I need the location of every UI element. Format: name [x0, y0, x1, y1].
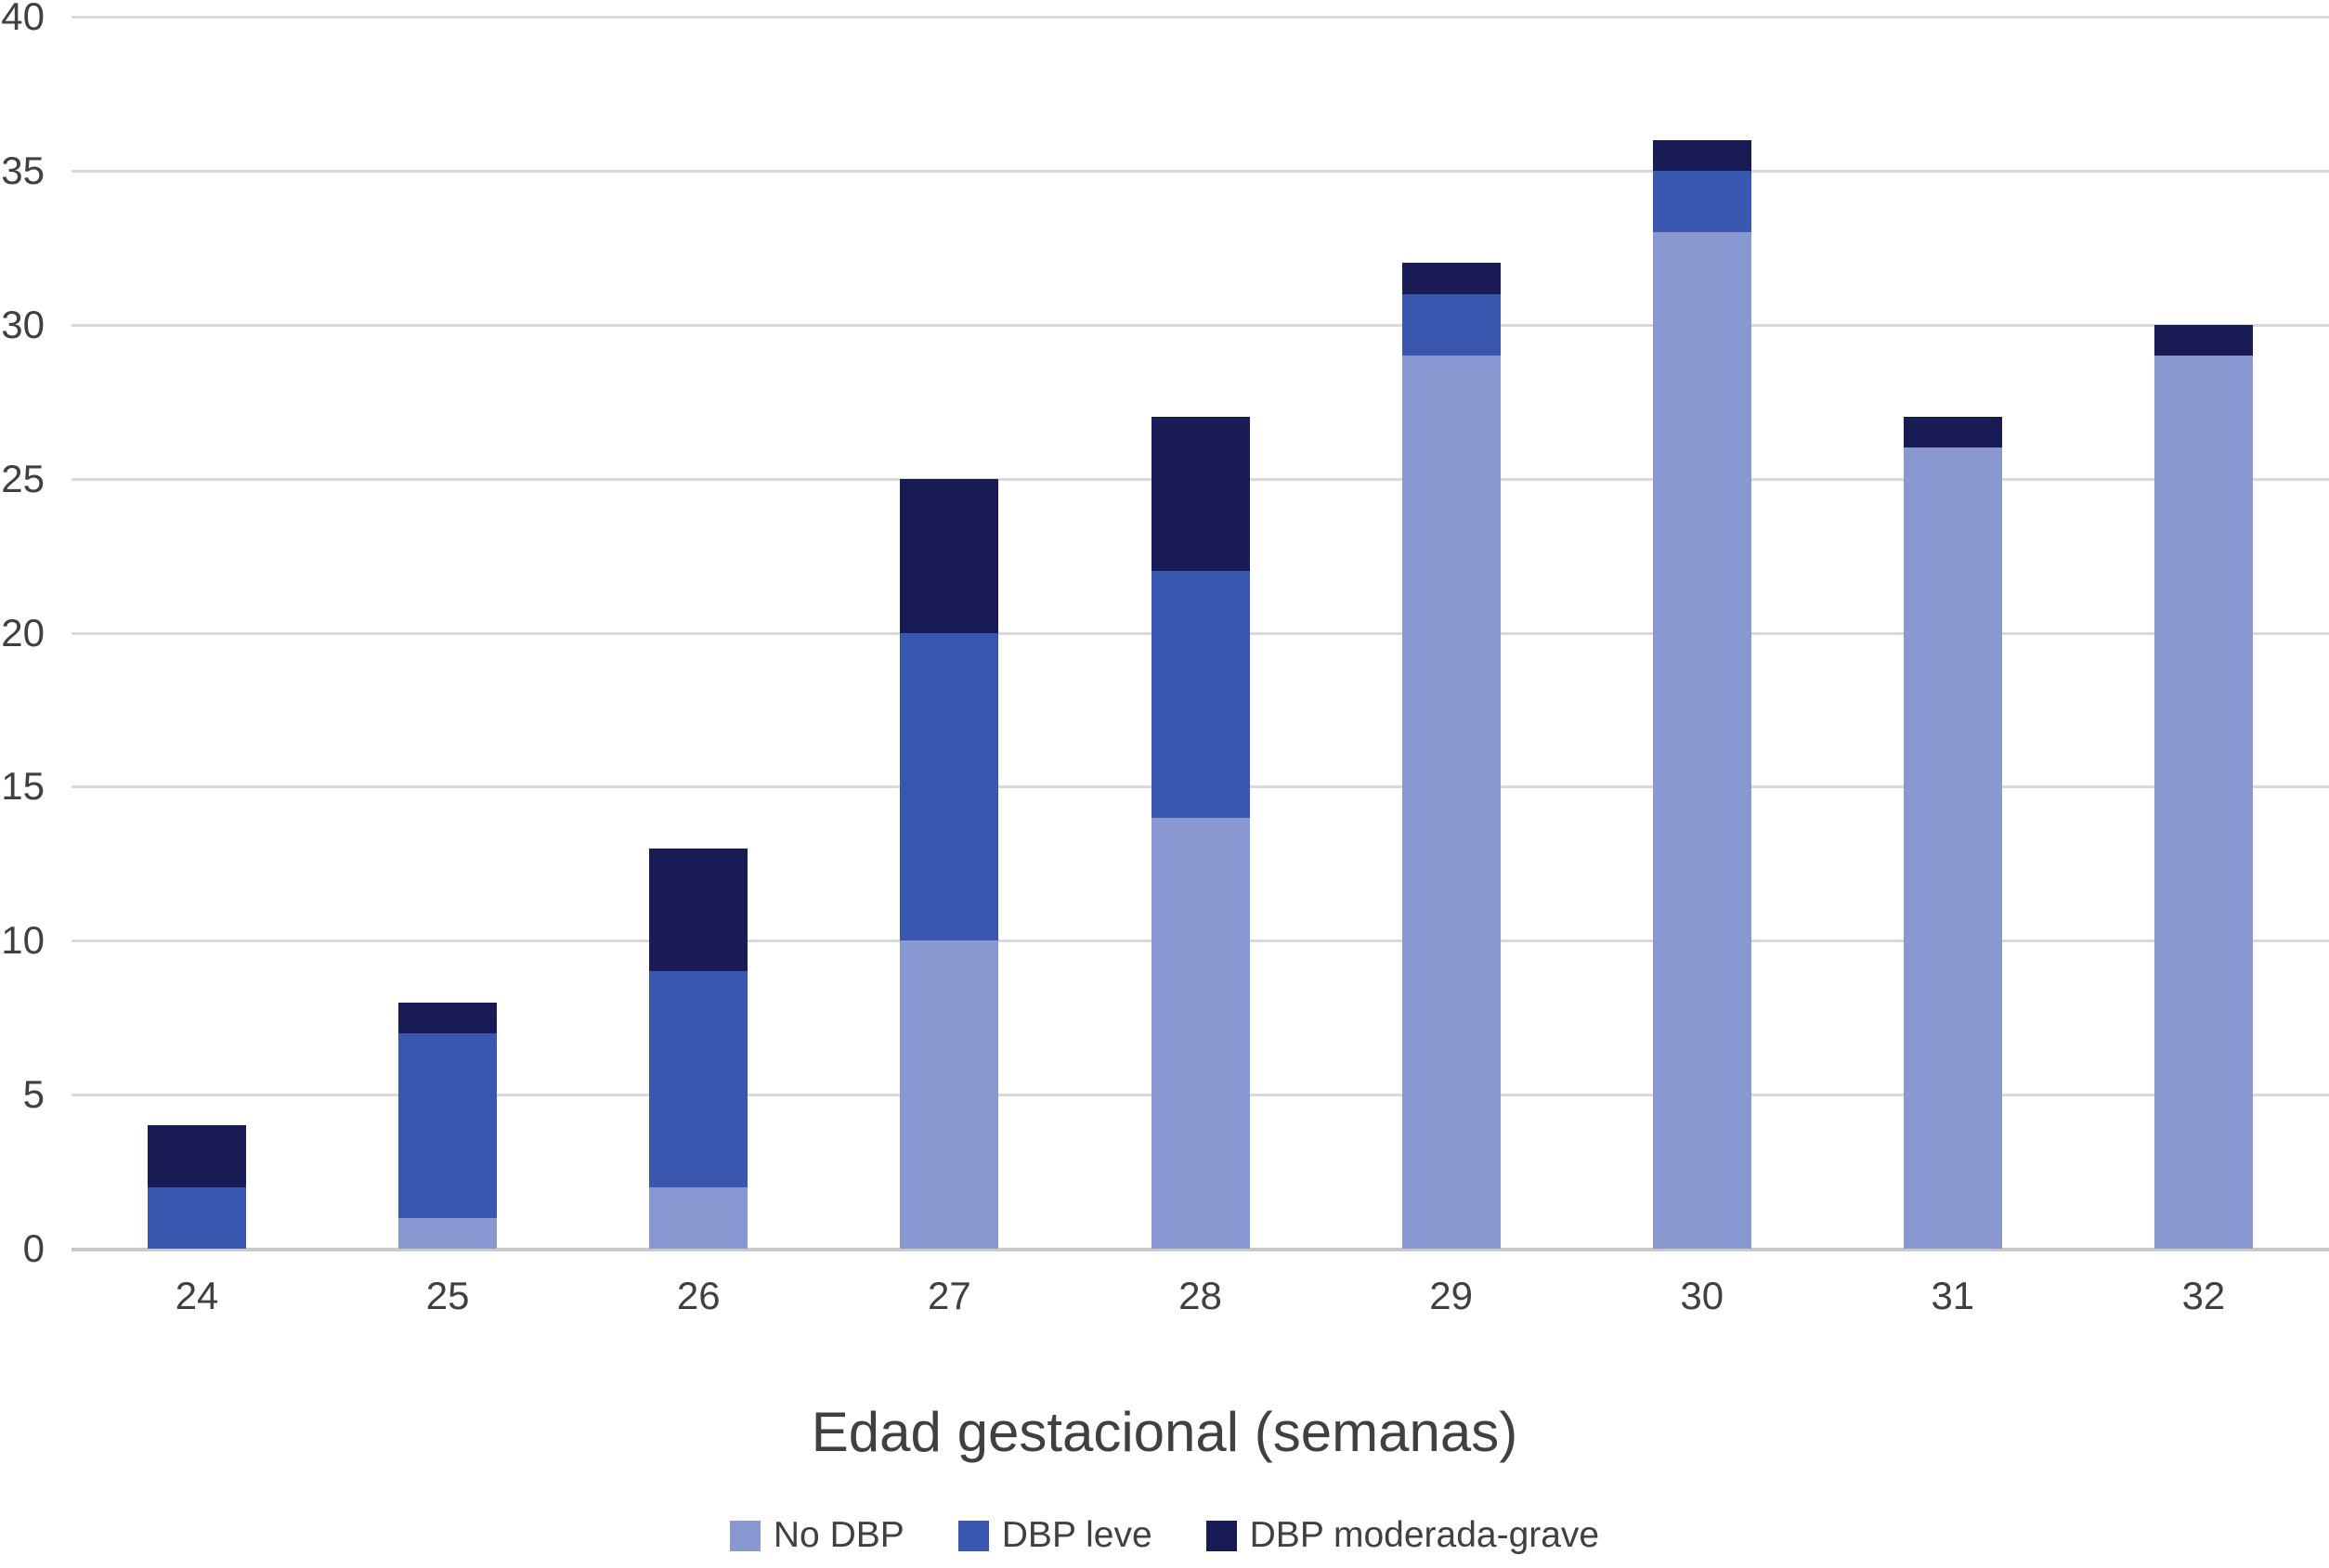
- bar-segment-29-no-dbp: [1401, 355, 1501, 1249]
- legend-label: DBP leve: [1001, 1515, 1152, 1555]
- x-tick-label-30: 30: [1680, 1274, 1724, 1317]
- y-tick-label-25: 25: [1, 456, 45, 500]
- y-tick-label-0: 0: [22, 1226, 45, 1270]
- bar-week-31: [1903, 417, 2002, 1249]
- x-tick-label-31: 31: [1931, 1274, 1975, 1317]
- bar-segment-26-no-dbp: [649, 1186, 748, 1249]
- y-tick-label-35: 35: [1, 148, 45, 192]
- bar-segment-30-dbp-moderada-grave: [1652, 139, 1751, 171]
- bar-segment-28-no-dbp: [1151, 817, 1250, 1249]
- bar-segment-31-dbp-moderada-grave: [1903, 417, 2002, 448]
- y-tick-label-20: 20: [1, 610, 45, 654]
- y-tick-label-10: 10: [1, 918, 45, 963]
- bar-week-24: [148, 1125, 247, 1249]
- y-tick-label-40: 40: [1, 0, 45, 38]
- bar-segment-24-dbp-moderada-grave: [148, 1125, 247, 1187]
- bar-week-28: [1151, 417, 1250, 1249]
- bar-week-27: [900, 478, 999, 1249]
- x-tick-label-27: 27: [928, 1274, 971, 1317]
- bar-segment-28-dbp-leve: [1151, 571, 1250, 818]
- x-tick-label-24: 24: [175, 1274, 219, 1317]
- bar-segment-26-dbp-moderada-grave: [649, 848, 748, 972]
- legend: No DBP DBP leve DBP moderada-grave: [0, 1516, 2329, 1555]
- x-tick-label-28: 28: [1178, 1274, 1222, 1317]
- bar-segment-26-dbp-leve: [649, 971, 748, 1187]
- bar-segment-29-dbp-leve: [1401, 293, 1501, 356]
- bar-segment-24-dbp-leve: [148, 1186, 247, 1249]
- gridline-40: [72, 16, 2329, 19]
- legend-label: No DBP: [773, 1515, 904, 1555]
- legend-swatch-icon: [1205, 1520, 1237, 1551]
- x-tick-label-29: 29: [1429, 1274, 1473, 1317]
- bar-segment-32-dbp-moderada-grave: [2153, 324, 2253, 356]
- bar-segment-27-dbp-moderada-grave: [900, 478, 999, 633]
- x-axis-line: [72, 1248, 2329, 1251]
- x-tick-label-25: 25: [425, 1274, 470, 1317]
- bar-segment-31-no-dbp: [1903, 447, 2002, 1249]
- bar-segment-25-no-dbp: [398, 1217, 498, 1249]
- bar-segment-25-dbp-leve: [398, 1032, 498, 1218]
- gridline-30: [72, 323, 2329, 327]
- bar-segment-29-dbp-moderada-grave: [1401, 263, 1501, 294]
- bar-segment-27-no-dbp: [900, 940, 999, 1249]
- bar-week-30: [1652, 139, 1751, 1249]
- legend-item-dbp-moderada-grave: DBP moderada-grave: [1205, 1515, 1600, 1555]
- bar-segment-30-no-dbp: [1652, 232, 1751, 1249]
- x-axis-title: Edad gestacional (semanas): [811, 1401, 1518, 1463]
- gridline-35: [72, 169, 2329, 173]
- y-tick-label-15: 15: [1, 764, 45, 809]
- legend-swatch-icon: [957, 1520, 989, 1551]
- y-tick-label-5: 5: [22, 1072, 45, 1117]
- bar-segment-28-dbp-moderada-grave: [1151, 417, 1250, 572]
- legend-swatch-icon: [729, 1520, 761, 1551]
- legend-item-dbp-leve: DBP leve: [957, 1515, 1152, 1555]
- bar-week-32: [2153, 324, 2253, 1249]
- legend-item-no-dbp: No DBP: [729, 1515, 904, 1555]
- bar-week-29: [1401, 263, 1501, 1249]
- bar-segment-27-dbp-leve: [900, 632, 999, 941]
- x-tick-label-26: 26: [676, 1274, 721, 1317]
- bar-segment-25-dbp-moderada-grave: [398, 1002, 498, 1033]
- legend-label: DBP moderada-grave: [1249, 1515, 1600, 1555]
- bar-week-25: [398, 1002, 498, 1249]
- bar-segment-32-no-dbp: [2153, 355, 2253, 1249]
- bar-week-26: [649, 848, 748, 1249]
- x-tick-label-32: 32: [2181, 1274, 2226, 1317]
- bar-segment-30-dbp-leve: [1652, 170, 1751, 233]
- y-tick-label-30: 30: [1, 302, 45, 346]
